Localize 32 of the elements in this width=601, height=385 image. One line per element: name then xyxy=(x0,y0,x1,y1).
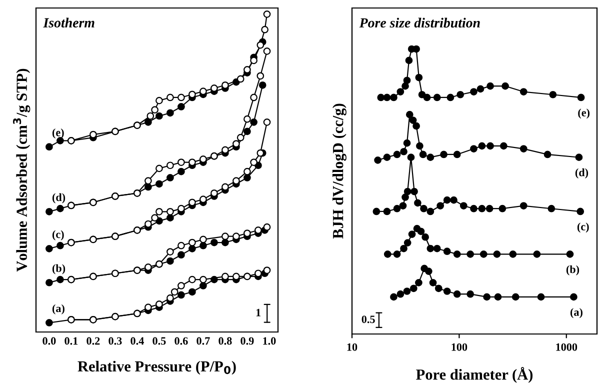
x-tick-label: 0.9 xyxy=(240,337,254,345)
chart-title: Isotherm xyxy=(43,18,94,28)
chart-title: Pore size distribution xyxy=(359,18,480,28)
x-tick-label: 0.4 xyxy=(130,337,144,345)
series-label: (e) xyxy=(52,128,64,139)
x-tick-label: 1000 xyxy=(556,343,578,351)
x-tick-label: 0.2 xyxy=(86,337,100,345)
series-label: (d) xyxy=(52,193,66,204)
x-tick-label: 100 xyxy=(452,343,468,351)
x-tick-label: 0.7 xyxy=(196,337,210,345)
series-label: (a) xyxy=(52,304,64,314)
series-label: (c) xyxy=(52,230,64,240)
x-tick-label: 0.6 xyxy=(174,337,188,345)
x-axis-title: Relative Pressure (P/P$_{0}$) xyxy=(78,360,236,375)
x-tick-label: 1.0 xyxy=(263,337,276,345)
x-axis-title: Pore diameter (Å) xyxy=(416,366,533,383)
y-axis-title: BJH dV/dlogD (cc/g) xyxy=(332,104,346,239)
annotation: 0.5 xyxy=(362,316,375,324)
x-tick-label: 0.1 xyxy=(64,337,78,345)
series-label: (e) xyxy=(578,108,590,119)
series-label: (c) xyxy=(577,222,589,233)
x-tick-label: 0.3 xyxy=(108,337,122,345)
x-tick-label: 0.5 xyxy=(152,337,166,345)
series-label: (d) xyxy=(575,168,588,179)
x-tick-label: 0.8 xyxy=(218,337,232,345)
series-label: (a) xyxy=(570,308,582,318)
x-tick-label: 10 xyxy=(347,343,358,351)
x-tick-label: 0.0 xyxy=(42,337,56,345)
annotation: 1 xyxy=(256,308,260,316)
y-axis-title: Volume Adsorbed (cm$^{3}$/g STP) xyxy=(13,68,30,272)
series-label: (b) xyxy=(52,264,66,274)
series-label: (b) xyxy=(566,265,580,276)
